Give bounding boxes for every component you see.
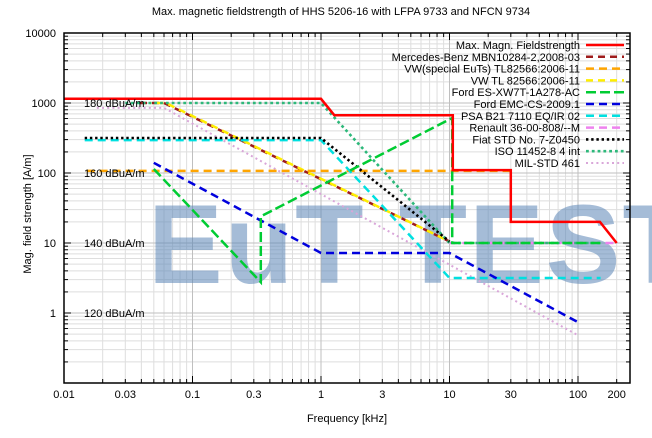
x-tick-label: 0.1 [185,389,200,401]
series-mil-std-461 [96,106,579,337]
legend-label: Ford EMC-CS-2009.1 [474,99,580,111]
series-psa-b21-7110-eq-ir-02 [84,138,601,280]
legend-label: Renault 36-00-808/--M [469,123,580,135]
legend-item-iso-11452-8-4-int: ISO 11452-8 4 int [495,146,624,158]
x-tick-label: 3 [379,389,385,401]
legend-item-mercedes-benz-mbn10284-2-2008-03: Mercedes-Benz MBN10284-2,2008-03 [392,52,624,64]
legend-label: Max. Magn. Fieldstrength [456,40,580,52]
legend-item-psa-b21-7110-eq-ir-02: PSA B21 7110 EQ/IR 02 [461,111,624,123]
y-tick-label: 10 [44,238,56,250]
legend-label: ISO 11452-8 4 int [495,146,580,158]
db-annotation: 140 dBuA/m [84,238,145,250]
series-ford-es-xw7t-1a278-ac [152,115,601,286]
x-tick-label: 0.3 [246,389,261,401]
legend-item-renault-36-00-808-m: Renault 36-00-808/--M [469,123,624,135]
x-tick-label: 100 [569,389,587,401]
series-iso-11452-8-4-int [125,101,601,245]
y-tick-label: 1 [50,308,56,320]
series-layer [64,97,618,337]
y-tick-label: 100 [38,168,56,180]
axis-ticks [63,32,630,384]
tick-labels: 0.01 0.03 0.1 0.3 1 3 10 30 100 200 1 10 100 1000 1000… [25,28,625,401]
db-annotation: 120 dBuA/m [84,308,145,320]
legend-label: PSA B21 7110 EQ/IR 02 [461,111,580,123]
legend-label: Mercedes-Benz MBN10284-2,2008-03 [392,52,580,64]
legend-label: VW TL 82566:2006-11 [471,75,580,87]
db-annotation: 160 dBuA/m [84,168,145,180]
legend-item-ford-emc-cs-2009-1: Ford EMC-CS-2009.1 [474,99,624,111]
legend-item-vw-special-euts-tl82566-2006-11: VW(special EuTs) TL82566:2006-11 [404,64,624,76]
series-mercedes-benz-mbn10284-2-2008-03 [140,101,451,243]
plot-border [63,32,631,384]
x-tick-label: 10 [443,389,455,401]
x-tick-label: 0.03 [115,389,136,401]
x-tick-label: 30 [505,389,517,401]
legend-item-ford-es-xw7t-1a278-ac: Ford ES-XW7T-1A278-AC [452,87,624,99]
grid [63,32,630,384]
x-tick-label: 0.01 [53,389,74,401]
chart-title: Max. magnetic fieldstrength of HHS 5206-… [151,6,531,18]
series-vw-tl-82566-2006-11 [150,101,451,243]
series-max-magn-fieldstrength [64,97,618,244]
legend-label: Fiat STD No. 7-Z0450 [472,134,580,146]
x-tick-label: 1 [318,389,324,401]
legend-label: MIL-STD 461 [515,158,580,170]
series-ford-emc-cs-2009-1 [153,161,579,324]
y-tick-label: 10000 [25,28,56,40]
legend-item-fiat-std-no-7-z0450: Fiat STD No. 7-Z0450 [472,134,624,146]
x-axis-label: Frequency [kHz] [306,413,388,425]
legend-label: Ford ES-XW7T-1A278-AC [452,87,580,99]
legend-item-max-magn-fieldstrength: Max. Magn. Fieldstrength [456,40,624,52]
series-fiat-std-no-7-z0450 [84,136,451,243]
x-tick-label: 200 [608,389,626,401]
db-annotation: 180 dBuA/m [84,98,145,110]
y-tick-label: 1000 [32,98,56,110]
legend-item-vw-tl-82566-2006-11: VW TL 82566:2006-11 [471,75,624,87]
legend-item-mil-std-461: MIL-STD 461 [515,158,624,170]
legend-label: VW(special EuTs) TL82566:2006-11 [404,64,580,76]
